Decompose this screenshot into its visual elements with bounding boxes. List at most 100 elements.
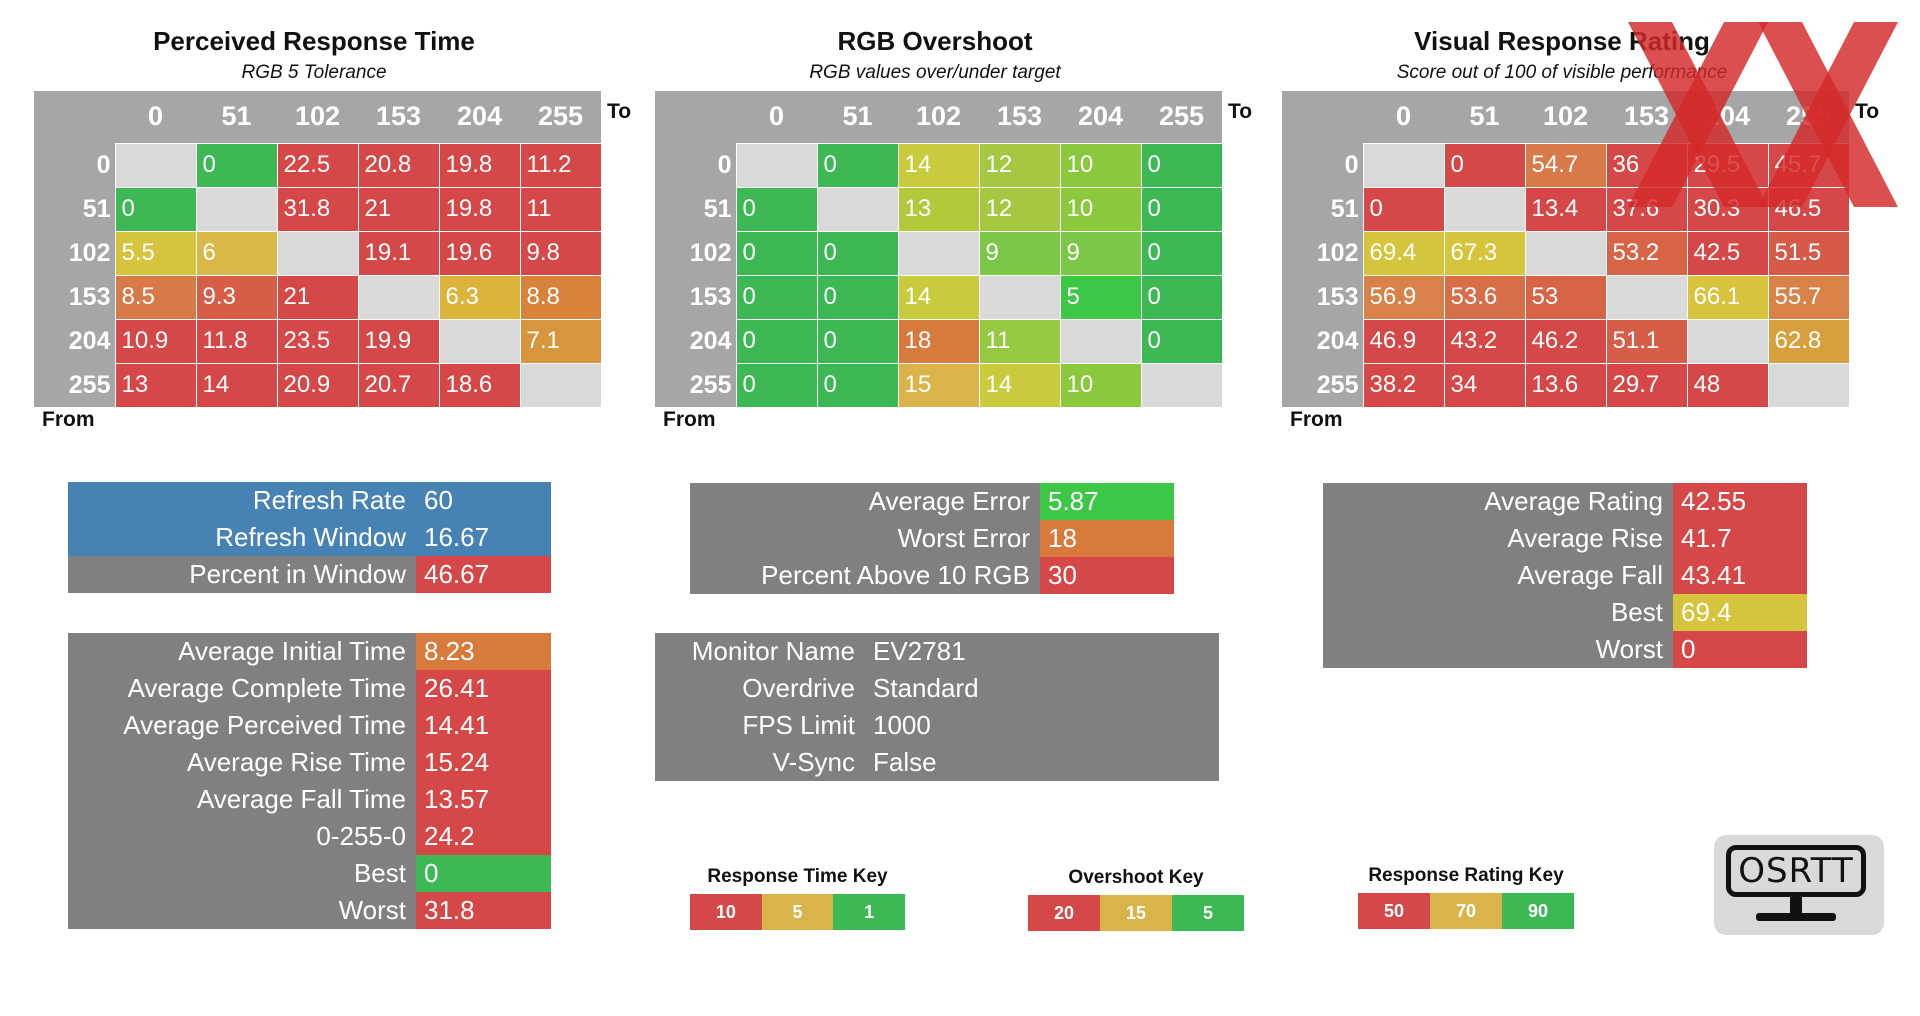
stat-label: Average Fall Time [68, 781, 416, 818]
stat-label: Worst [68, 892, 416, 929]
stat-row: 0-255-0 24.2 [68, 818, 551, 855]
column-header-153: 153 [1606, 91, 1687, 143]
monitor-icon: OSRTT [1726, 845, 1866, 897]
column-header-0: 0 [115, 91, 196, 143]
stat-row: Percent Above 10 RGB 30 [690, 557, 1174, 594]
stat-row: Average Fall 43.41 [1323, 557, 1807, 594]
stat-value: Standard [865, 670, 1219, 707]
row-header-153: 153 [655, 275, 736, 319]
diagonal-cell [1605, 274, 1688, 320]
row-header-204: 204 [1282, 319, 1363, 363]
stat-row: Average Fall Time 13.57 [68, 781, 551, 818]
heatmap-title: RGB Overshoot [837, 26, 1033, 56]
diagonal-cell [735, 142, 818, 188]
stat-value: 13.57 [416, 781, 551, 818]
stat-row: Average Error 5.87 [690, 483, 1174, 520]
cell-204-51: 11.8 [195, 318, 278, 364]
column-header-51: 51 [817, 91, 898, 143]
stat-label: Best [68, 855, 416, 892]
cell-102-0: 0 [735, 230, 818, 276]
cell-51-102: 13.4 [1524, 186, 1607, 232]
monitor-rows: Monitor Name EV2781 Overdrive Standard FPS L… [655, 633, 1219, 781]
cell-102-204: 9 [1059, 230, 1142, 276]
row-header-0: 0 [655, 143, 736, 187]
stat-row: Average Rise 41.7 [1323, 520, 1807, 557]
cell-255-0: 0 [735, 362, 818, 408]
row-header-102: 102 [34, 231, 115, 275]
row-header-255: 255 [34, 363, 115, 407]
key-swatch-70: 70 [1430, 893, 1502, 929]
diagonal-cell [816, 186, 899, 232]
stat-row: Refresh Window 16.67 [68, 519, 551, 556]
stat-label: Average Complete Time [68, 670, 416, 707]
stat-row: Average Perceived Time 14.41 [68, 707, 551, 744]
cell-204-0: 46.9 [1362, 318, 1445, 364]
diagonal-cell [1140, 362, 1223, 408]
matrix-table: 0 51 102 153 204 255 0 0 14 12 10 0 51 0 13 12 10 0 102 0 0 9… [655, 91, 1223, 408]
stat-value: 15.24 [416, 744, 551, 781]
stat-value: 43.41 [1673, 557, 1807, 594]
stat-value: 46.67 [416, 556, 551, 593]
diagonal-cell [519, 362, 602, 408]
cell-102-153: 19.1 [357, 230, 440, 276]
diagonal-cell [357, 274, 440, 320]
cell-255-51: 34 [1443, 362, 1526, 408]
key-swatch-5: 5 [761, 894, 834, 930]
key-swatch-15: 15 [1100, 895, 1172, 931]
rating_stats-rows: Average Rating 42.55 Average Rise 41.7 Avera… [1323, 483, 1807, 668]
to-label: To [1855, 100, 1880, 123]
cell-0-102: 14 [897, 142, 980, 188]
from-label: From [1290, 408, 1343, 431]
stat-label: Average Initial Time [68, 633, 416, 670]
stat-row: Average Initial Time 8.23 [68, 633, 551, 670]
stat-row: Best 0 [68, 855, 551, 892]
cell-0-255: 0 [1140, 142, 1223, 188]
column-header-255: 255 [1141, 91, 1222, 143]
heatmap-subtitle: RGB 5 Tolerance [241, 62, 387, 83]
matrix-table: 0 51 102 153 204 255 0 0 22.5 20.8 19.8 11.2 51 0 31.8… [34, 91, 602, 408]
stat-row: Average Rise Time 15.24 [68, 744, 551, 781]
stat-value: 5.87 [1040, 483, 1174, 520]
cell-204-255: 0 [1140, 318, 1223, 364]
cell-255-51: 14 [195, 362, 278, 408]
cell-153-0: 8.5 [114, 274, 197, 320]
stat-label: V-Sync [655, 744, 865, 781]
cell-153-102: 14 [897, 274, 980, 320]
cell-51-102: 31.8 [276, 186, 359, 232]
stat-row: Average Complete Time 26.41 [68, 670, 551, 707]
cell-51-255: 11 [519, 186, 602, 232]
key-swatch-90: 90 [1502, 893, 1574, 929]
column-header-0: 0 [1363, 91, 1444, 143]
cell-102-204: 42.5 [1686, 230, 1769, 276]
cell-255-204: 48 [1686, 362, 1769, 408]
cell-153-204: 5 [1059, 274, 1142, 320]
diagonal-cell [195, 186, 278, 232]
cell-0-51: 0 [195, 142, 278, 188]
row-header-204: 204 [34, 319, 115, 363]
cell-51-0: 0 [1362, 186, 1445, 232]
cell-102-255: 51.5 [1767, 230, 1850, 276]
monitor-base [1756, 913, 1836, 921]
column-header-51: 51 [1444, 91, 1525, 143]
stat-label: 0-255-0 [68, 818, 416, 855]
column-header-102: 102 [898, 91, 979, 143]
key-title: Overshoot Key [1068, 867, 1204, 888]
cell-51-204: 10 [1059, 186, 1142, 232]
cell-204-0: 10.9 [114, 318, 197, 364]
response-rating-key: Response Rating Key 50 70 90 [1358, 865, 1574, 929]
cell-102-255: 9.8 [519, 230, 602, 276]
stat-label: Average Error [690, 483, 1040, 520]
cell-0-102: 54.7 [1524, 142, 1607, 188]
response_stats-rows: Average Initial Time 8.23 Average Complete… [68, 633, 551, 929]
diagonal-cell [438, 318, 521, 364]
cell-204-0: 0 [735, 318, 818, 364]
stat-label: Average Fall [1323, 557, 1673, 594]
cell-51-0: 0 [114, 186, 197, 232]
overshoot-key: Overshoot Key 20 15 5 [1028, 867, 1244, 931]
cell-51-0: 0 [735, 186, 818, 232]
diagonal-cell [1443, 186, 1526, 232]
watermark-xx-icon [1628, 22, 1898, 207]
cell-204-153: 19.9 [357, 318, 440, 364]
row-header-51: 51 [1282, 187, 1363, 231]
stat-row: Average Rating 42.55 [1323, 483, 1807, 520]
